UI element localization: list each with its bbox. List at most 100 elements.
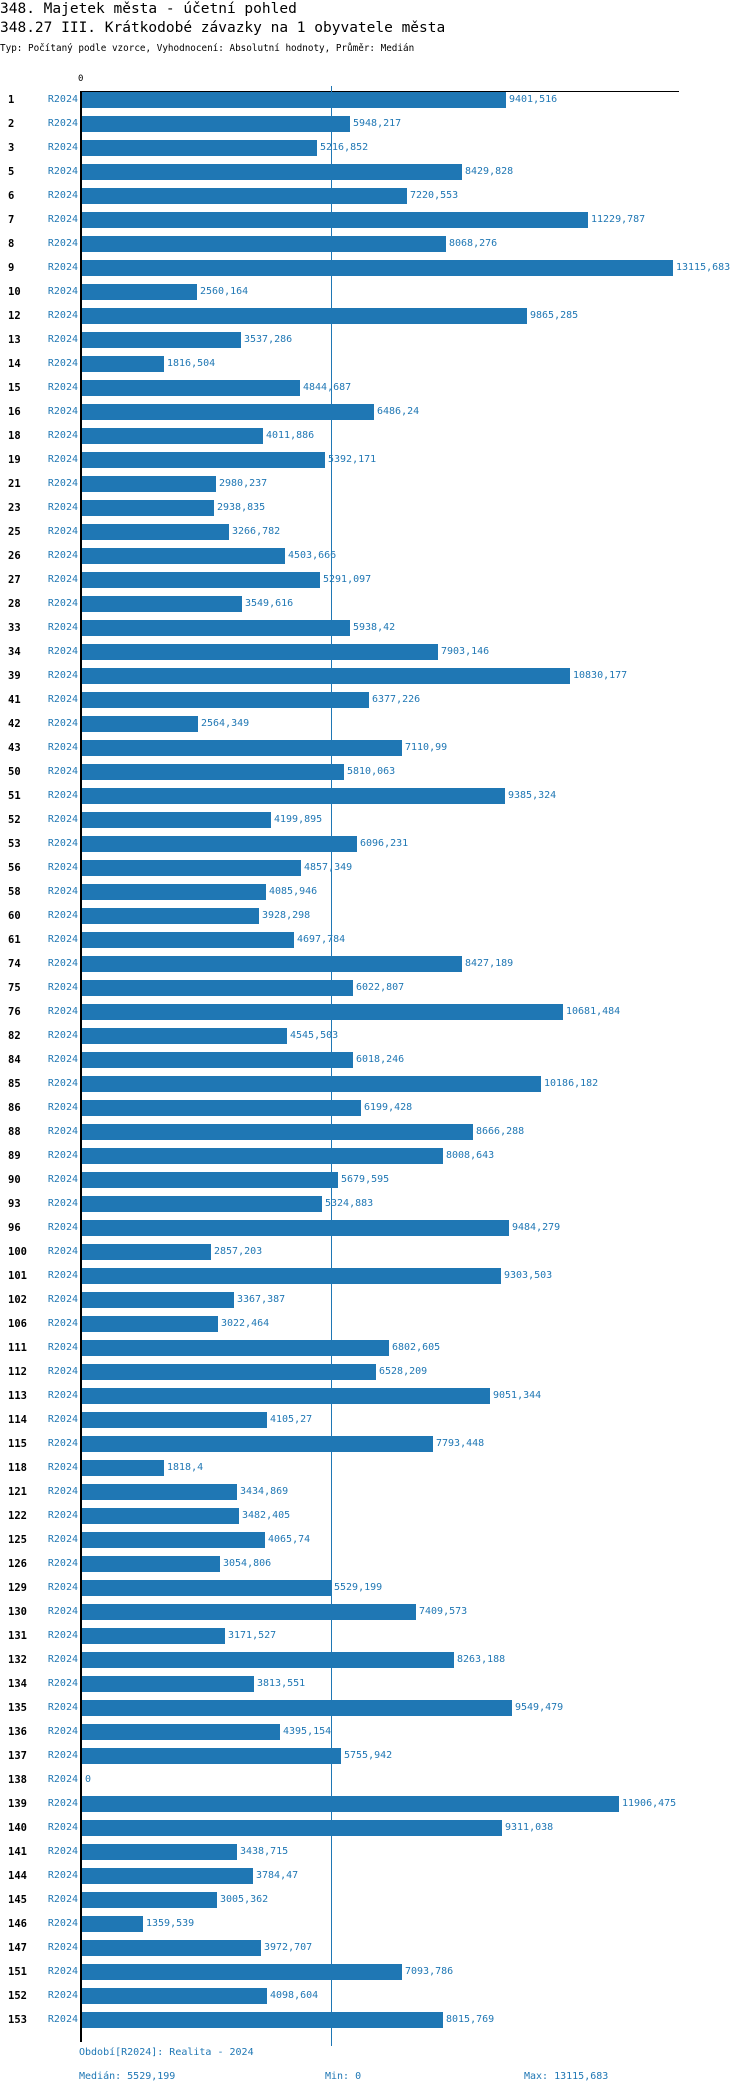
row-label: 111 [8,1342,27,1354]
series-label: R2024 [47,1246,78,1257]
series-label: R2024 [47,406,78,417]
value-label: 1359,539 [146,1918,195,1929]
bar [82,1844,237,1860]
row-label: 19 [8,454,21,466]
row-label: 125 [8,1534,27,1546]
bar [82,1484,237,1500]
series-label: R2024 [47,1390,78,1401]
bar [82,1436,433,1452]
bar [82,1172,338,1188]
value-label: 10830,177 [573,670,628,681]
series-label: R2024 [47,1846,78,1857]
row-label: 114 [8,1414,27,1426]
series-label: R2024 [47,550,78,561]
row-label: 140 [8,1822,27,1834]
row-label: 122 [8,1510,27,1522]
bar [82,572,320,588]
footer-median: Medián: 5529,199 [79,2071,176,2082]
series-label: R2024 [47,1678,78,1689]
series-label: R2024 [47,1366,78,1377]
series-label: R2024 [47,382,78,393]
bar [82,1556,220,1572]
footer-period: Období[R2024]: Realita - 2024 [79,2047,254,2058]
series-label: R2024 [47,1630,78,1641]
bar [82,380,300,396]
series-label: R2024 [47,1606,78,1617]
value-label: 5324,883 [325,1198,374,1209]
value-label: 9484,279 [512,1222,561,1233]
series-label: R2024 [47,886,78,897]
series-label: R2024 [47,1414,78,1425]
bar [82,116,350,132]
series-label: R2024 [47,262,78,273]
row-label: 34 [8,646,21,658]
row-label: 137 [8,1750,27,1762]
value-label: 7093,786 [405,1966,454,1977]
value-label: 8068,276 [449,238,498,249]
series-label: R2024 [47,1798,78,1809]
value-label: 5810,063 [347,766,396,777]
series-label: R2024 [47,1030,78,1041]
value-label: 6096,231 [360,838,409,849]
value-label: 2857,203 [214,1246,263,1257]
row-label: 28 [8,598,21,610]
row-label: 102 [8,1294,27,1306]
bar [82,860,301,876]
value-label: 5679,595 [341,1174,390,1185]
bar [82,1148,443,1164]
series-label: R2024 [47,790,78,801]
bar [82,644,438,660]
series-label: R2024 [47,166,78,177]
row-label: 25 [8,526,21,538]
series-label: R2024 [47,646,78,657]
bar [82,452,325,468]
value-label: 3972,707 [264,1942,313,1953]
row-label: 5 [8,166,15,178]
value-label: 8429,828 [465,166,514,177]
value-label: 8008,643 [446,1150,495,1161]
page-title: 348. Majetek města - účetní pohled [0,1,297,17]
series-label: R2024 [47,814,78,825]
row-label: 50 [8,766,21,778]
bar [82,1508,239,1524]
series-label: R2024 [47,742,78,753]
bar [82,932,294,948]
row-label: 113 [8,1390,27,1402]
value-label: 3813,551 [257,1678,306,1689]
row-label: 60 [8,910,21,922]
bar [82,1220,509,1236]
series-label: R2024 [47,1534,78,1545]
value-label: 7220,553 [410,190,459,201]
series-label: R2024 [47,1942,78,1953]
value-label: 9401,516 [509,94,558,105]
bar [82,356,164,372]
row-label: 3 [8,142,15,154]
value-label: 9549,479 [515,1702,564,1713]
value-label: 3784,47 [256,1870,299,1881]
value-label: 4098,604 [270,1990,319,2001]
bar [82,884,266,900]
series-label: R2024 [47,1870,78,1881]
bar [82,1748,341,1764]
value-label: 4105,27 [270,1414,313,1425]
x-axis-line [80,91,679,92]
series-label: R2024 [47,1438,78,1449]
series-label: R2024 [47,1462,78,1473]
series-label: R2024 [47,766,78,777]
row-label: 89 [8,1150,21,1162]
row-label: 84 [8,1054,21,1066]
y-axis-line [80,91,82,2042]
value-label: 4844,687 [303,382,352,393]
value-label: 3266,782 [232,526,281,537]
value-label: 4085,946 [269,886,318,897]
value-label: 4065,74 [268,1534,311,1545]
bar [82,740,402,756]
row-label: 139 [8,1798,27,1810]
row-label: 144 [8,1870,27,1882]
value-label: 8263,188 [457,1654,506,1665]
series-label: R2024 [47,1486,78,1497]
value-label: 6486,24 [377,406,420,417]
row-label: 135 [8,1702,27,1714]
row-label: 75 [8,982,21,994]
value-label: 2560,164 [200,286,249,297]
